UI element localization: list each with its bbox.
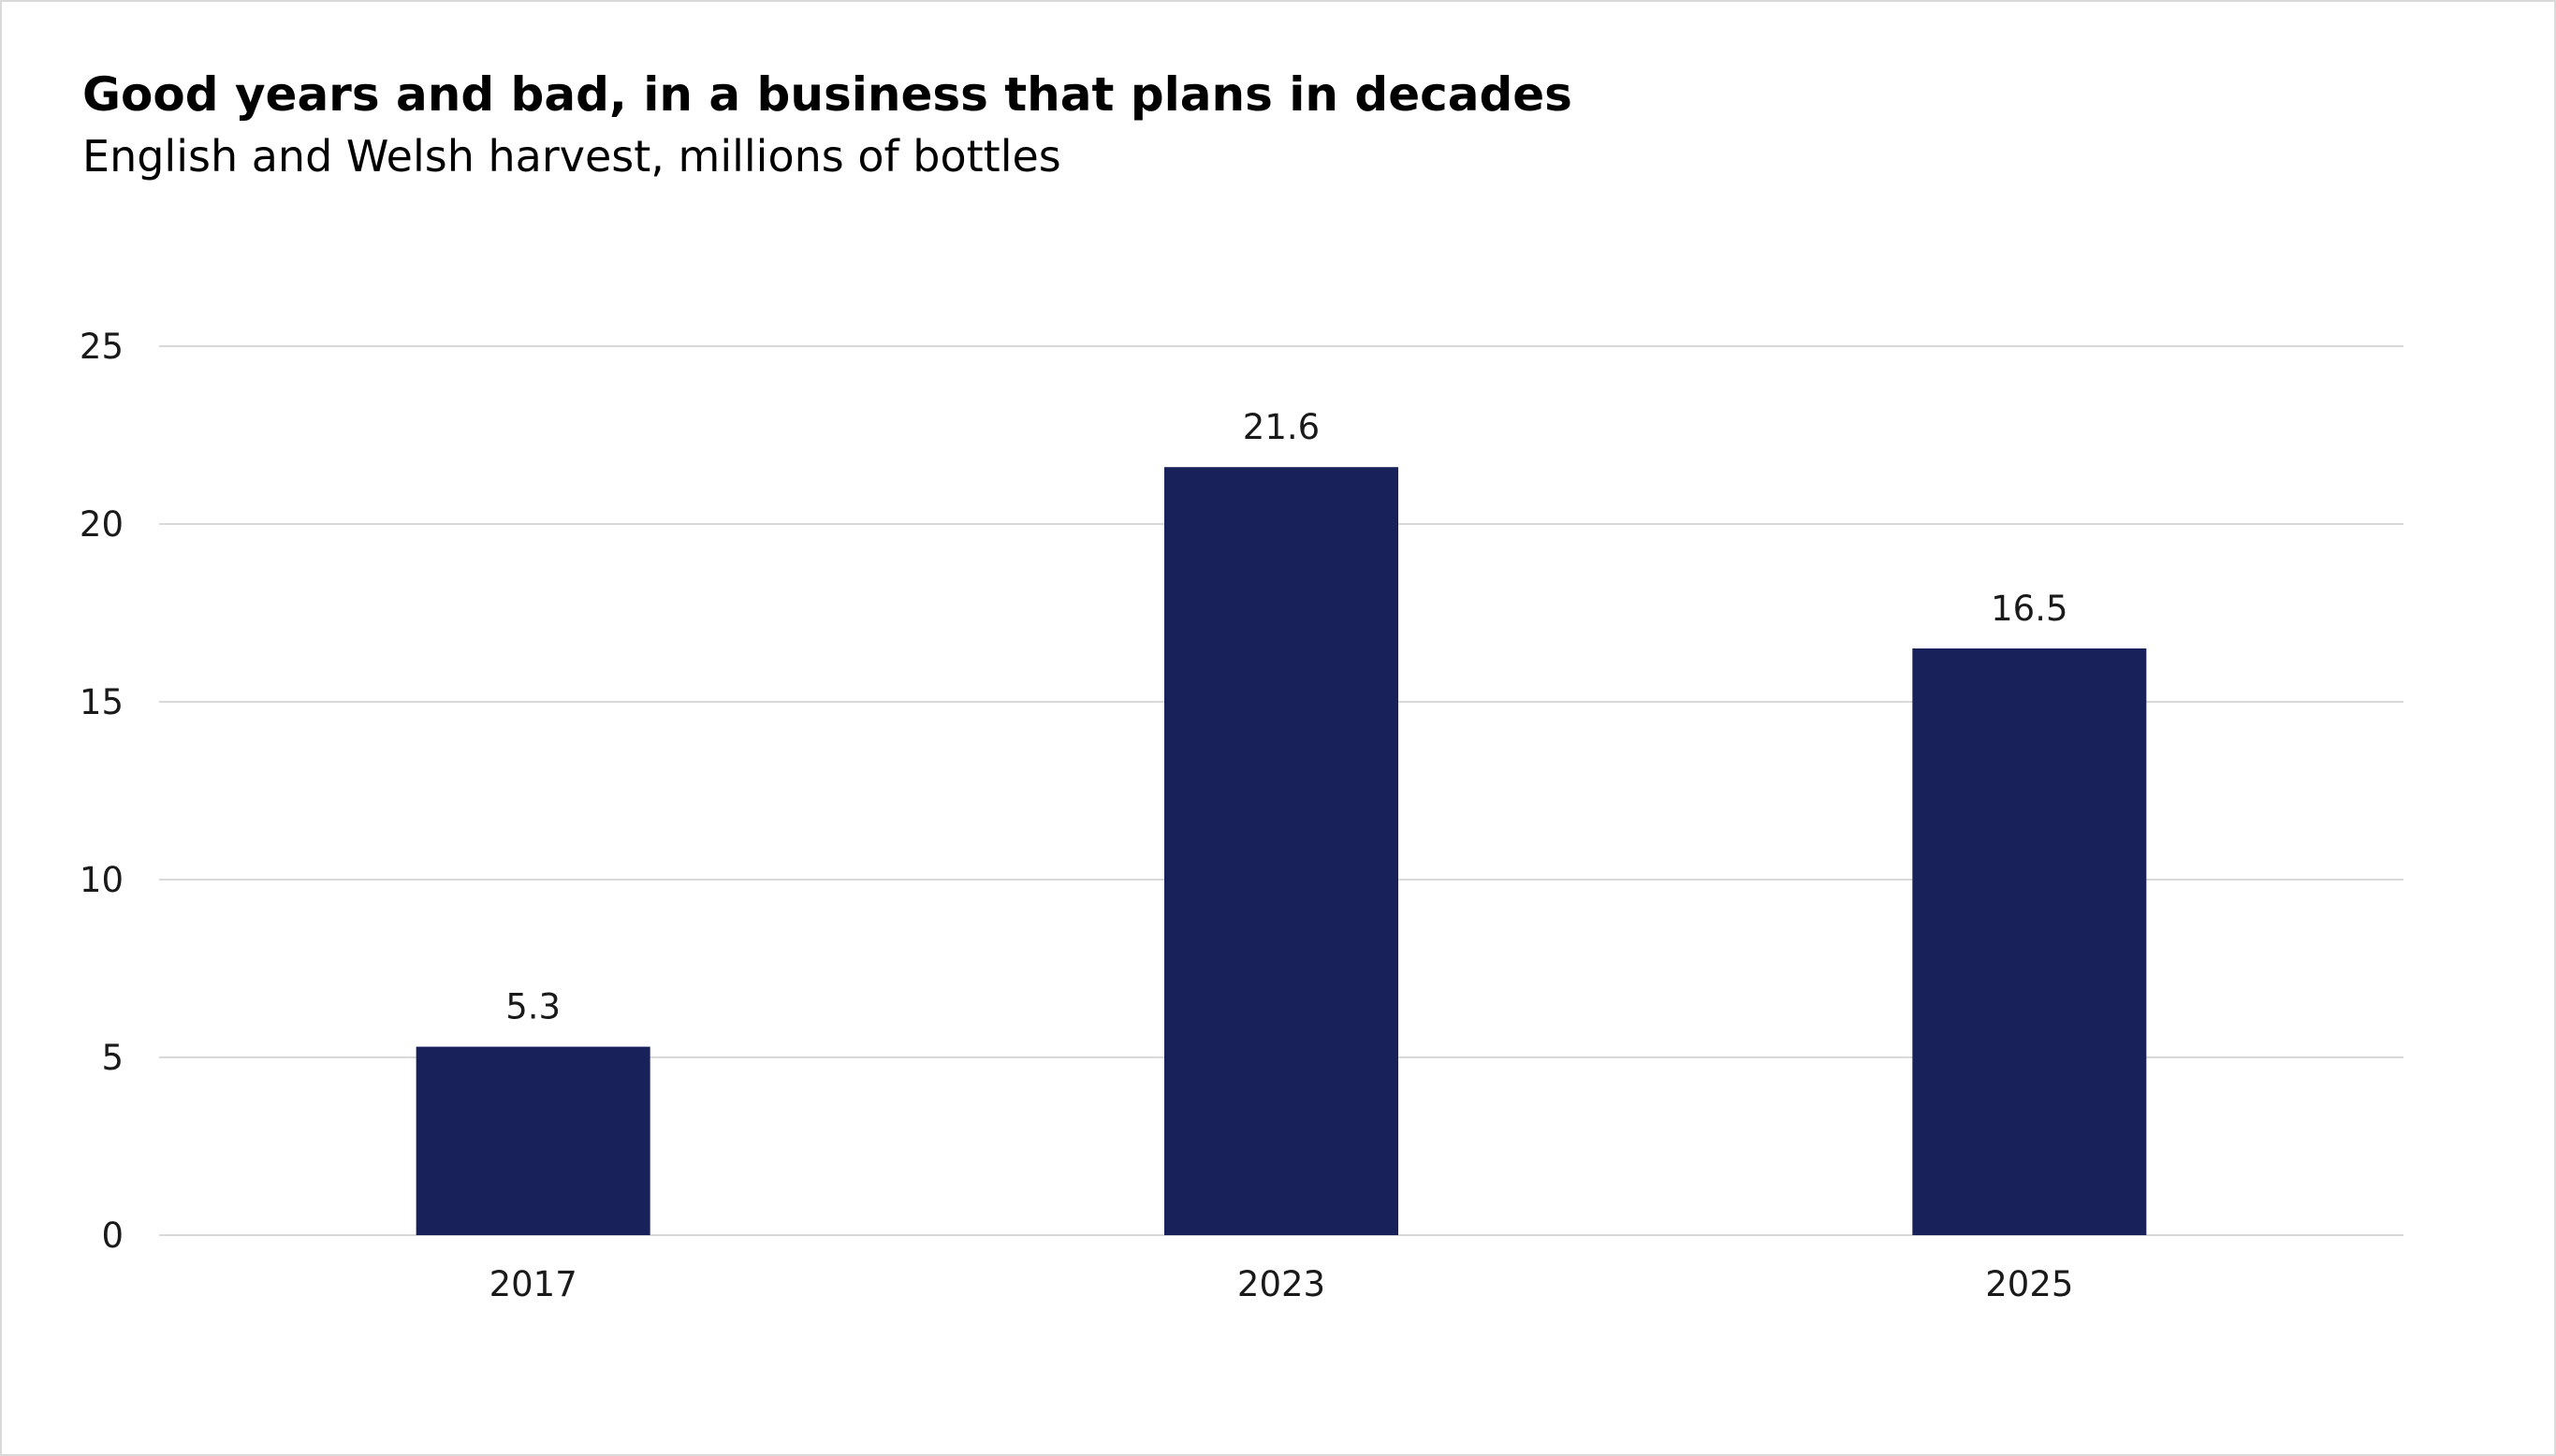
y-tick-label: 15 [80, 682, 124, 722]
chart-title: Good years and bad, in a business that p… [82, 67, 1572, 122]
y-tick-label: 5 [101, 1038, 124, 1078]
y-tick-label: 10 [80, 860, 124, 900]
x-tick-label: 2023 [1237, 1264, 1325, 1304]
data-label: 16.5 [1991, 589, 2067, 629]
chart-subtitle: English and Welsh harvest, millions of b… [82, 131, 1061, 182]
y-tick-label: 20 [80, 504, 124, 545]
data-label: 5.3 [505, 987, 561, 1027]
data-label: 21.6 [1243, 407, 1320, 447]
y-tick-label: 25 [80, 327, 124, 367]
x-tick-label: 2025 [1985, 1264, 2073, 1304]
bar [1164, 467, 1398, 1235]
y-tick-label: 0 [101, 1216, 124, 1256]
bar [416, 1046, 650, 1235]
x-tick-label: 2017 [489, 1264, 577, 1304]
bar [1912, 648, 2147, 1235]
